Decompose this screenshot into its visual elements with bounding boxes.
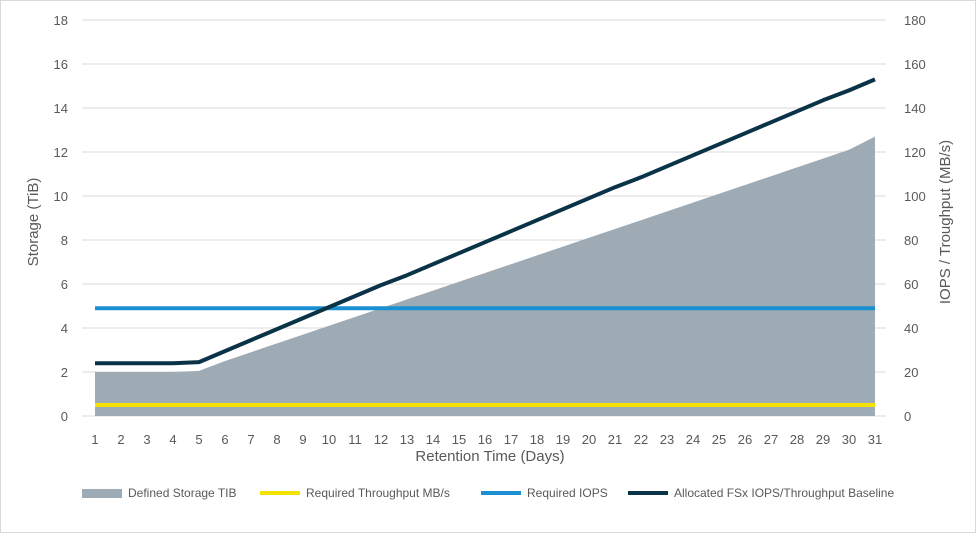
left-axis-ticks: 0 2 4 6 8 10 12 14 16 18 — [54, 13, 68, 424]
right-y-tick-label: 140 — [904, 101, 926, 116]
right-y-axis-title: IOPS / Troughput (MB/s) — [937, 140, 954, 304]
x-tick-label: 20 — [582, 432, 596, 447]
area-defined-storage — [95, 136, 875, 416]
left-y-tick-label: 10 — [54, 189, 68, 204]
left-y-tick-label: 14 — [54, 101, 68, 116]
legend-label: Required Throughput MB/s — [306, 486, 450, 500]
x-tick-label: 30 — [842, 432, 856, 447]
x-tick-label: 19 — [556, 432, 570, 447]
x-tick-label: 11 — [348, 432, 362, 447]
x-tick-label: 6 — [221, 432, 228, 447]
right-axis-ticks: 0 20 40 60 80 100 120 140 160 180 — [904, 13, 926, 424]
left-y-tick-label: 16 — [54, 57, 68, 72]
left-y-tick-label: 6 — [61, 277, 68, 292]
x-tick-label: 9 — [299, 432, 306, 447]
x-tick-label: 31 — [868, 432, 882, 447]
x-tick-label: 28 — [790, 432, 804, 447]
x-tick-label: 22 — [634, 432, 648, 447]
x-tick-label: 18 — [530, 432, 544, 447]
legend-label: Defined Storage TIB — [128, 486, 237, 500]
right-y-tick-label: 120 — [904, 145, 926, 160]
left-y-tick-label: 2 — [61, 365, 68, 380]
legend-label: Allocated FSx IOPS/Throughput Baseline — [674, 486, 894, 500]
right-y-tick-label: 160 — [904, 57, 926, 72]
line-allocated-fsx-iops-throughput-baseline — [95, 77, 876, 366]
x-tick-label: 3 — [143, 432, 150, 447]
x-tick-label: 7 — [247, 432, 254, 447]
x-tick-label: 10 — [322, 432, 336, 447]
right-y-tick-label: 100 — [904, 189, 926, 204]
left-y-tick-label: 12 — [54, 145, 68, 160]
right-y-tick-label: 20 — [904, 365, 918, 380]
area-series-layer — [95, 136, 875, 416]
left-y-tick-label: 4 — [61, 321, 68, 336]
right-y-tick-label: 40 — [904, 321, 918, 336]
x-tick-label: 8 — [273, 432, 280, 447]
x-axis-title: Retention Time (Days) — [415, 448, 564, 465]
left-y-axis-title: Storage (TiB) — [25, 178, 42, 267]
x-tick-label: 2 — [117, 432, 124, 447]
x-tick-label: 13 — [400, 432, 414, 447]
x-tick-label: 14 — [426, 432, 440, 447]
legend-label: Required IOPS — [527, 486, 608, 500]
x-tick-label: 26 — [738, 432, 752, 447]
line-series-layer — [95, 77, 876, 407]
x-tick-label: 27 — [764, 432, 778, 447]
left-y-tick-label: 0 — [61, 409, 68, 424]
right-y-tick-label: 180 — [904, 13, 926, 28]
x-tick-label: 17 — [504, 432, 518, 447]
left-y-tick-label: 18 — [54, 13, 68, 28]
x-tick-label: 4 — [169, 432, 176, 447]
right-y-tick-label: 60 — [904, 277, 918, 292]
x-tick-label: 29 — [816, 432, 830, 447]
x-axis-ticks: 1 2 3 4 5 6 7 8 9 10 11 12 13 14 15 16 17 18 19 20 21 22 23 24 2… — [91, 432, 882, 447]
right-y-tick-label: 0 — [904, 409, 911, 424]
x-tick-label: 23 — [660, 432, 674, 447]
x-tick-label: 16 — [478, 432, 492, 447]
left-y-tick-label: 8 — [61, 233, 68, 248]
x-tick-label: 21 — [608, 432, 622, 447]
x-tick-label: 1 — [91, 432, 98, 447]
x-tick-label: 24 — [686, 432, 700, 447]
x-tick-label: 15 — [452, 432, 466, 447]
right-y-tick-label: 80 — [904, 233, 918, 248]
legend: Defined Storage TIB Required Throughput M… — [82, 486, 894, 500]
legend-swatch — [82, 489, 122, 498]
x-tick-label: 5 — [195, 432, 202, 447]
x-tick-label: 25 — [712, 432, 726, 447]
x-tick-label: 12 — [374, 432, 388, 447]
